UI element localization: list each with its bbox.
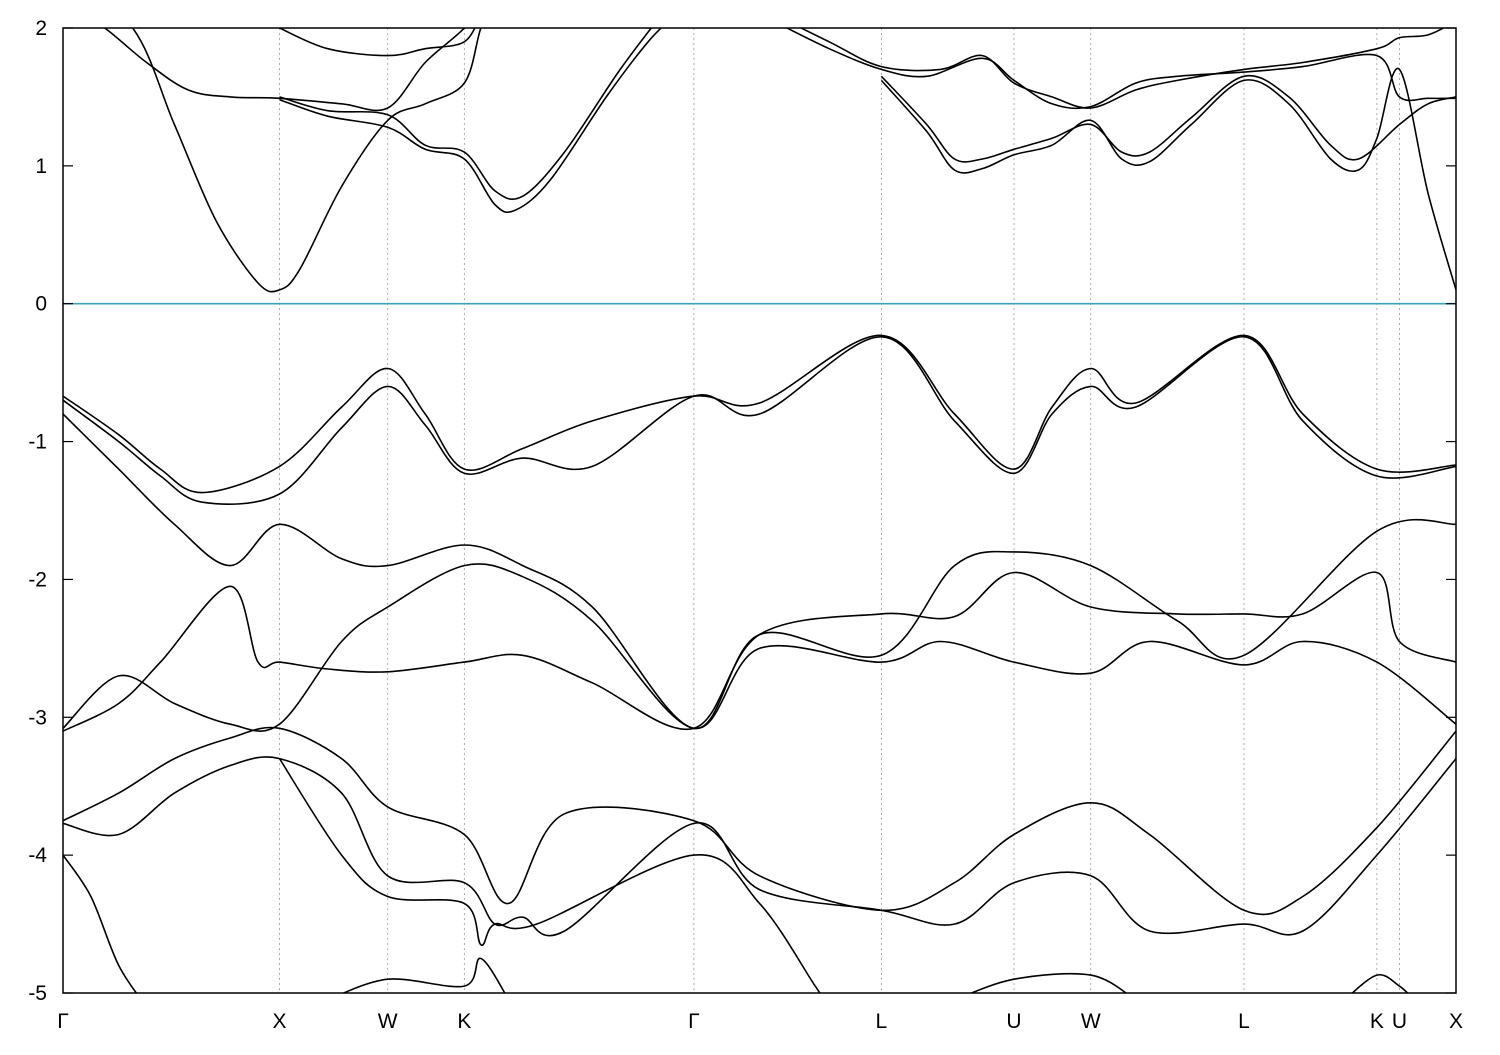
band-line-2: [279, 28, 476, 57]
band-line-18: [341, 957, 506, 993]
band-line-20: [1351, 973, 1409, 993]
x-tick-label-8: L: [1238, 1010, 1250, 1033]
band-line-19: [969, 972, 1128, 993]
x-tick-label-11: X: [1449, 1010, 1463, 1033]
x-tick-label-2: W: [378, 1010, 398, 1033]
x-tick-label-3: K: [457, 1010, 471, 1033]
x-tick-label-10: U: [1392, 1010, 1407, 1033]
band-line-16: [63, 854, 138, 993]
y-tick-label-7: -5: [28, 982, 47, 1005]
x-tick-label-7: W: [1081, 1010, 1101, 1033]
band-line-14: [63, 726, 1456, 916]
y-tick-label-3: -1: [28, 431, 47, 454]
ticks-layer: [63, 27, 1456, 994]
y-tick-label-0: 2: [35, 17, 47, 40]
band-line-0: [103, 28, 466, 112]
band-line-1: [131, 28, 482, 293]
grid-layer: [279, 28, 1400, 993]
y-tick-label-2: 0: [35, 293, 47, 316]
band-line-8: [880, 67, 1456, 291]
x-tick-label-4: Γ: [688, 1010, 700, 1033]
band-line-6: [785, 28, 1456, 110]
band-line-5: [799, 28, 1446, 109]
band-line-3: [279, 28, 653, 200]
band-line-7: [880, 74, 1456, 163]
band-line-10: [63, 335, 1456, 505]
band-line-13: [63, 571, 1456, 732]
band-line-9: [63, 334, 1456, 494]
y-tick-label-1: 1: [35, 155, 47, 178]
y-tick-label-5: -3: [28, 706, 47, 729]
x-tick-label-5: L: [876, 1010, 888, 1033]
series-layer: [63, 28, 1456, 993]
x-tick-label-0: Γ: [57, 1010, 69, 1033]
x-tick-label-1: X: [272, 1010, 286, 1033]
y-tick-label-4: -2: [28, 568, 47, 591]
x-tick-label-9: K: [1370, 1010, 1384, 1033]
x-tick-label-6: U: [1006, 1010, 1021, 1033]
y-tick-label-6: -4: [28, 844, 47, 867]
band-line-4: [279, 28, 663, 214]
plot-frame: [62, 27, 1457, 994]
band-line-12: [63, 563, 1456, 732]
band-line-17: [278, 758, 821, 993]
